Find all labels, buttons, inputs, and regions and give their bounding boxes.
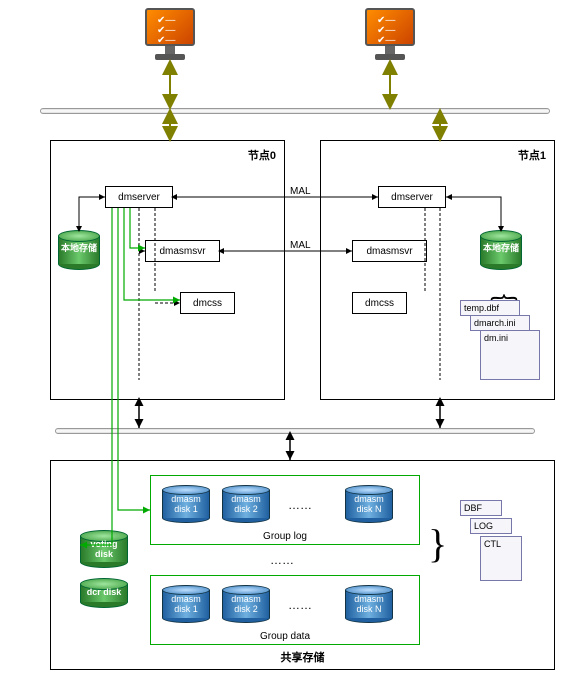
mal-label-2: MAL [290,240,311,251]
node0-css: dmcss [180,292,235,314]
glog-dots: …… [288,498,312,512]
gdata-d1: dmasm disk 1 [162,585,210,623]
node0-box: 节点0 [50,140,285,400]
node1-storage: 本地存储 [480,230,522,270]
group-data-label: Group data [260,631,310,642]
node1-css: dmcss [352,292,407,314]
shared-title: 共享存储 [281,649,325,665]
file-dmarch: dmarch.ini [470,315,530,331]
file-tempdbf: temp.dbf [460,300,520,316]
file-dbf: DBF [460,500,502,516]
gdata-d2: dmasm disk 2 [222,585,270,623]
node0-server: dmserver [105,186,173,208]
node0-asm: dmasmsvr [145,240,220,262]
dcr-disk: dcr disk [80,578,128,608]
node1-server: dmserver [378,186,446,208]
glog-dN: dmasm disk N [345,485,393,523]
mal-label-1: MAL [290,186,311,197]
file-log: LOG [470,518,512,534]
brace-shared: } [428,520,447,567]
voting-disk: voting disk [80,530,128,568]
net-bar-top [40,108,550,114]
gdata-dN: dmasm disk N [345,585,393,623]
groups-between: …… [270,553,294,567]
node0-title: 节点0 [248,147,276,163]
file-ctl: CTL [480,536,522,581]
monitor-1: ✔—✔—✔— [360,8,420,63]
file-dmini: dm.ini [480,330,540,380]
group-log-label: Group log [263,531,307,542]
monitor-0: ✔—✔—✔— [140,8,200,63]
node0-storage: 本地存储 [58,230,100,270]
glog-d1: dmasm disk 1 [162,485,210,523]
glog-d2: dmasm disk 2 [222,485,270,523]
net-bar-mid [55,428,535,434]
gdata-dots: …… [288,598,312,612]
node1-asm: dmasmsvr [352,240,427,262]
node1-title: 节点1 [518,147,546,163]
